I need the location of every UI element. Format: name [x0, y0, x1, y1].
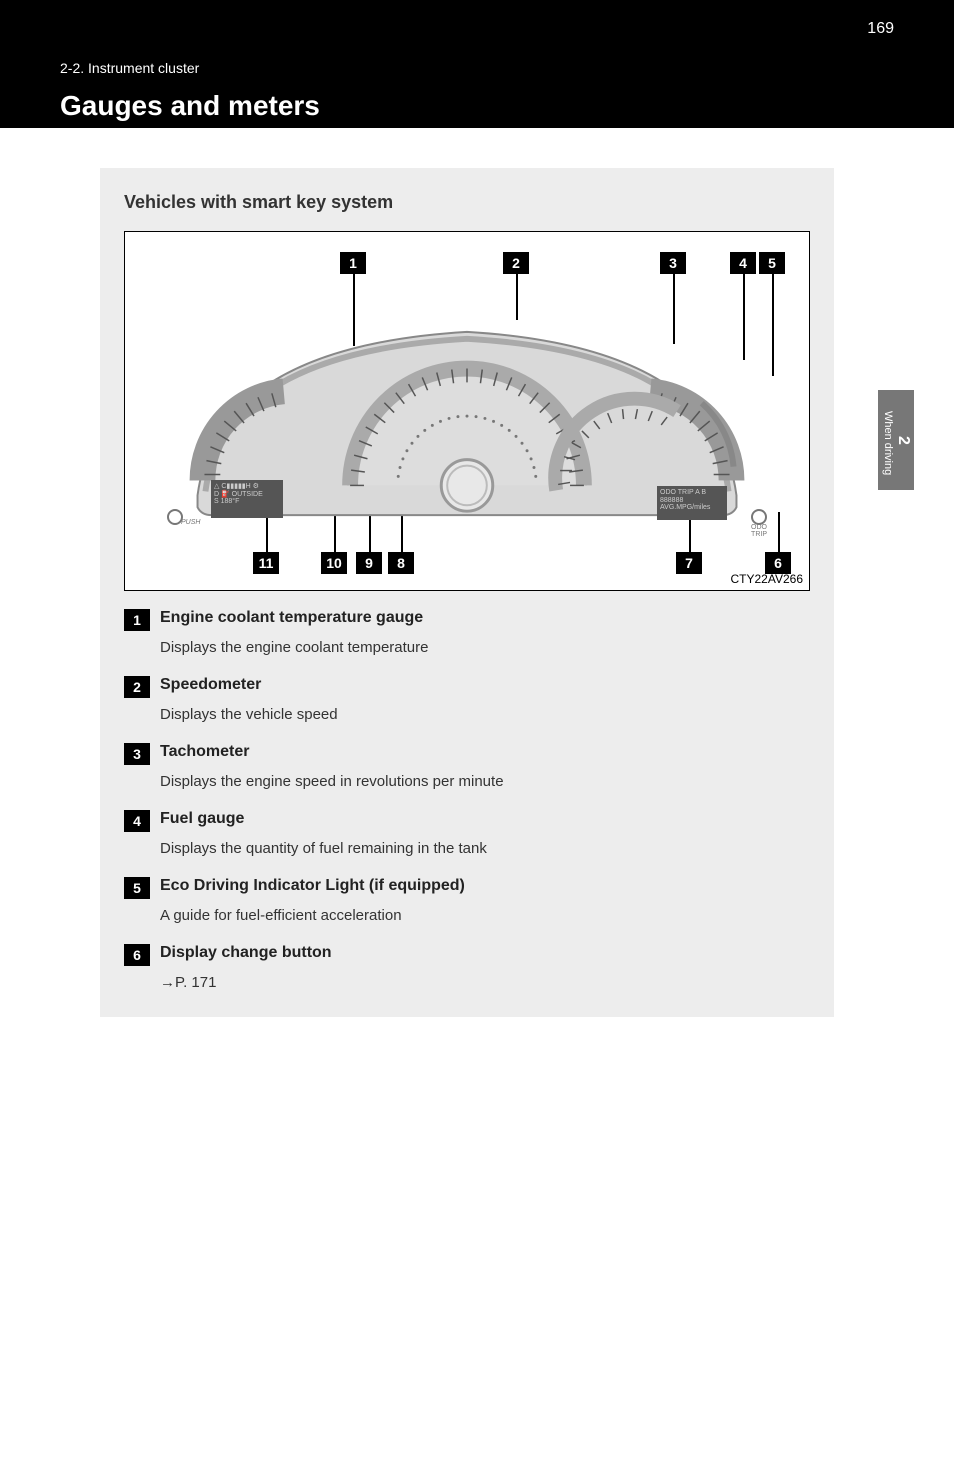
item-title: Engine coolant temperature gauge [160, 609, 423, 627]
item-title: Speedometer [160, 676, 261, 694]
item-desc: Displays the vehicle speed [160, 704, 810, 725]
gauge-list: 1 Engine coolant temperature gauge Display… [124, 609, 810, 993]
item-desc: Displays the quantity of fuel remaining … [160, 838, 810, 859]
side-tab-num: 2 [894, 396, 912, 484]
list-item: 4 Fuel gauge [124, 810, 810, 832]
lcd-left-line3: S 188°F [214, 498, 280, 506]
lcd-right-line3: AVG.MPG/miles [660, 504, 724, 512]
right-knob-icon [751, 509, 767, 525]
page-number: 169 [867, 20, 894, 38]
right-knob-label: ODO TRIP [751, 524, 767, 538]
list-item: 2 Speedometer [124, 676, 810, 698]
item-num-chip: 4 [124, 810, 150, 832]
instrument-diagram: 1 2 3 45 11 10 98 7 6 [124, 231, 810, 591]
lcd-right-line1: ODO TRIP A B [660, 489, 724, 497]
item-num-chip: 5 [124, 877, 150, 899]
page-title: Gauges and meters [60, 90, 894, 122]
item-title: Display change button [160, 944, 332, 962]
callout-chip-3: 3 [660, 252, 686, 274]
item-title: Eco Driving Indicator Light (if equipped… [160, 877, 465, 895]
callout-chip-9: 9 [356, 552, 382, 574]
item-desc: A guide for fuel-efficient acceleration [160, 905, 810, 926]
callout-chip-4: 4 [730, 252, 756, 274]
callout-line-2 [516, 274, 518, 320]
callout-chip-8: 8 [388, 552, 414, 574]
callout-chip-11: 11 [253, 552, 279, 574]
right-lcd: ODO TRIP A B 888888 AVG.MPG/miles [657, 486, 727, 520]
callout-line-6 [778, 512, 780, 552]
item-desc: Displays the engine speed in revolutions… [160, 771, 810, 792]
subheading: Vehicles with smart key system [124, 192, 810, 213]
list-item: 6 Display change button [124, 944, 810, 966]
section-path: 2-2. Instrument cluster [60, 60, 894, 76]
callout-chip-7: 7 [676, 552, 702, 574]
item-title: Tachometer [160, 743, 250, 761]
callout-line-5 [772, 274, 774, 376]
side-tab-text: When driving [882, 402, 894, 484]
callout-chip-10: 10 [321, 552, 347, 574]
item-title: Fuel gauge [160, 810, 244, 828]
left-lcd: △ C▮▮▮▮▮H ⚙ D ⛽ OUTSIDE S 188°F [211, 480, 283, 518]
item-num-chip: 1 [124, 609, 150, 631]
diagram-code: CTY22AV266 [731, 572, 804, 586]
callout-chip-2: 2 [503, 252, 529, 274]
lcd-left-line1: △ C▮▮▮▮▮H ⚙ [214, 483, 280, 491]
item-desc: →P. 171 [160, 972, 810, 993]
item-num-chip: 6 [124, 944, 150, 966]
callout-chip-5: 5 [759, 252, 785, 274]
side-tab: 2 When driving [878, 390, 914, 490]
list-item: 1 Engine coolant temperature gauge [124, 609, 810, 631]
item-num-chip: 3 [124, 743, 150, 765]
list-item: 3 Tachometer [124, 743, 810, 765]
list-item: 5 Eco Driving Indicator Light (if equippe… [124, 877, 810, 899]
left-knob-label: PUSH [181, 519, 200, 526]
callout-chip-6: 6 [765, 552, 791, 574]
callout-chip-1: 1 [340, 252, 366, 274]
item-num-chip: 2 [124, 676, 150, 698]
lcd-right-line2: 888888 [660, 497, 724, 505]
item-desc: Displays the engine coolant temperature [160, 637, 810, 658]
